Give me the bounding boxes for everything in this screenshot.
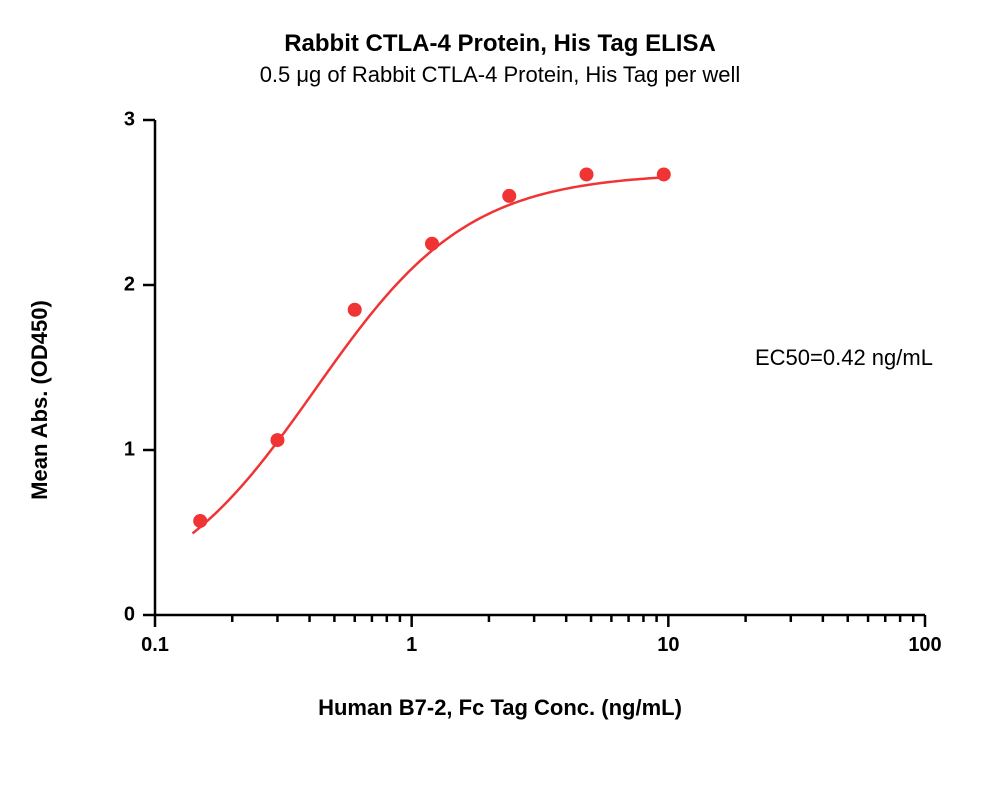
svg-text:2: 2: [124, 273, 135, 295]
svg-text:0: 0: [124, 603, 135, 625]
data-point: [348, 303, 362, 317]
data-point: [502, 189, 516, 203]
fit-curve: [193, 177, 669, 533]
svg-text:1: 1: [124, 438, 135, 460]
data-point: [270, 433, 284, 447]
data-point: [425, 237, 439, 251]
chart-container: Rabbit CTLA-4 Protein, His Tag ELISA 0.5…: [0, 0, 1000, 791]
svg-text:1: 1: [406, 634, 417, 656]
svg-text:100: 100: [908, 634, 941, 656]
plot-svg: 0 1 2 3 0.1 1 10 100: [0, 0, 1000, 791]
data-point: [193, 514, 207, 528]
data-point: [580, 167, 594, 181]
svg-text:0.1: 0.1: [141, 634, 169, 656]
svg-text:10: 10: [657, 634, 679, 656]
svg-text:3: 3: [124, 108, 135, 130]
data-point: [657, 167, 671, 181]
